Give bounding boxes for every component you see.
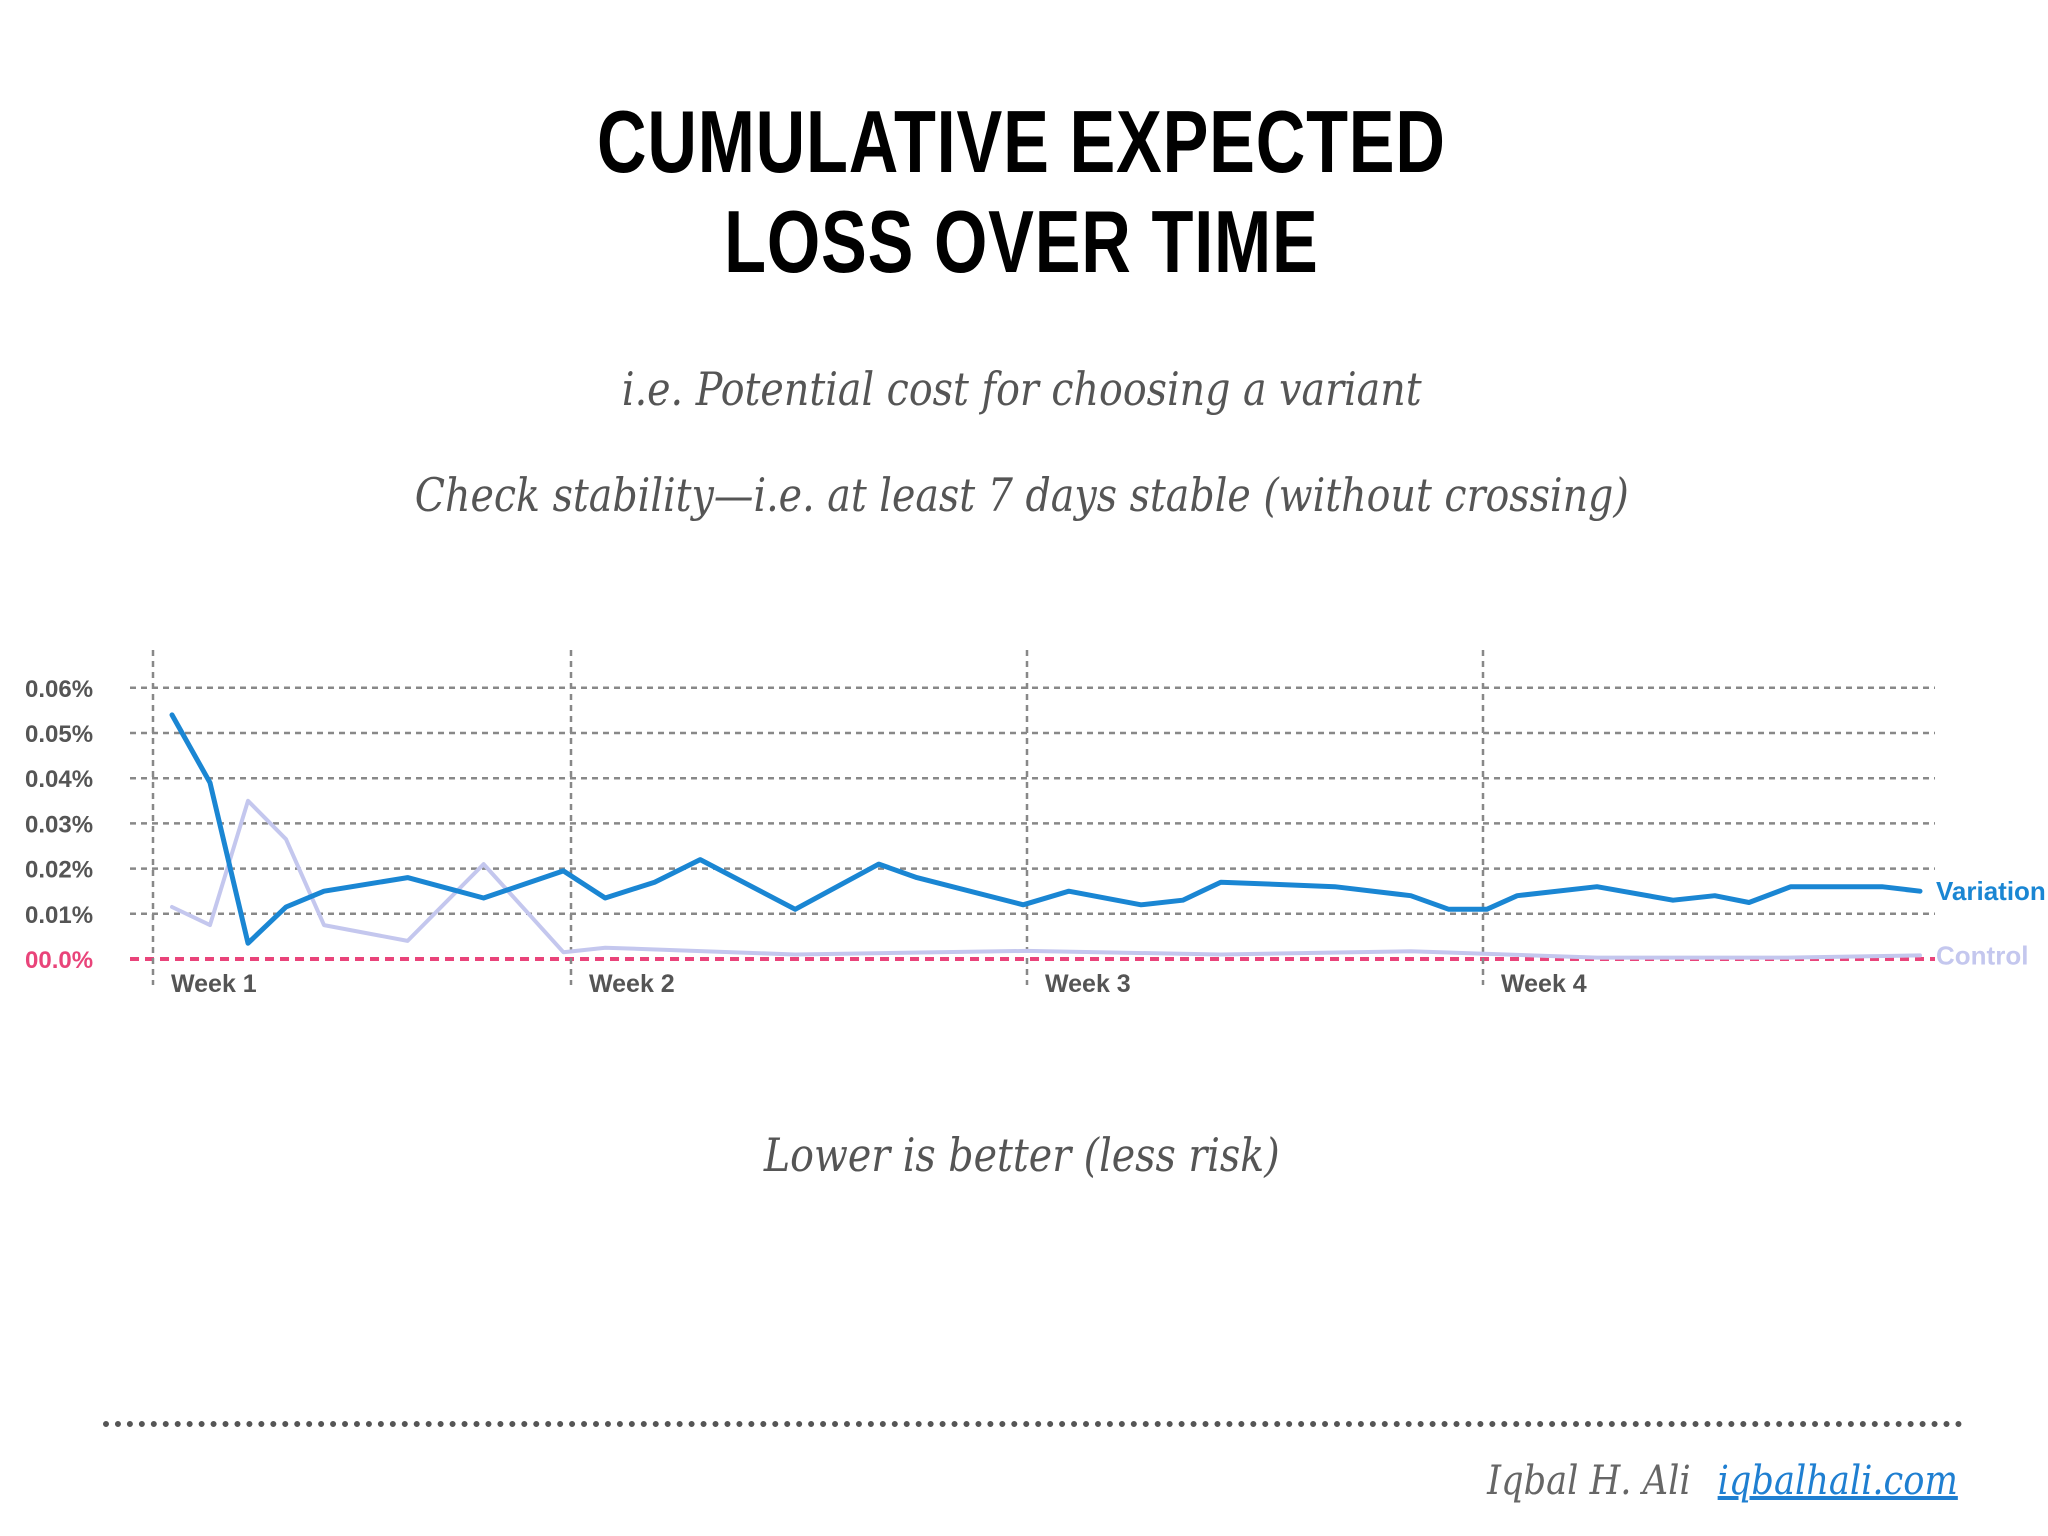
- y-tick-label: 00.0%: [25, 947, 93, 974]
- y-tick-label: 0.04%: [25, 766, 93, 793]
- subtitle-potential-cost: i.e. Potential cost for choosing a varia…: [621, 362, 1422, 416]
- control-line: [170, 798, 1922, 960]
- week-label: Week 4: [1501, 970, 1587, 998]
- author-website-link[interactable]: iqbalhali.com: [1717, 1458, 1958, 1504]
- line-end-labels: Control Variation: [1936, 876, 2046, 970]
- week-label: Week 2: [589, 970, 675, 998]
- y-tick-label: 0.06%: [25, 676, 93, 703]
- title-line-1: CUMULATIVE EXPECTED: [596, 92, 1446, 191]
- grid: [130, 686, 1935, 961]
- y-tick-label: 0.02%: [25, 857, 93, 884]
- series: [169, 712, 1923, 960]
- y-axis-ticks: 0.06% 0.05% 0.04% 0.03% 0.02% 0.01% 00.0%: [25, 676, 93, 974]
- subtitle-check-stability: Check stability—i.e. at least 7 days sta…: [414, 468, 1629, 522]
- week-lines: Week 1 Week 2 Week 3 Week 4: [151, 650, 1587, 998]
- author-name: Iqbal H. Ali: [1487, 1458, 1691, 1504]
- expected-loss-chart: Week 1 Week 2 Week 3 Week 4 0.06% 0.05% 0.04%…: [25, 650, 2046, 998]
- footer: Iqbal H. Ali iqbalhali.com: [1487, 1458, 1958, 1504]
- variation-series-label: Variation: [1936, 876, 2046, 906]
- title-line-2: LOSS OVER TIME: [724, 192, 1319, 291]
- week-label: Week 3: [1045, 970, 1131, 998]
- footer-divider: [103, 1421, 1963, 1427]
- y-tick-label: 0.01%: [25, 902, 93, 929]
- control-series-label: Control: [1936, 940, 2028, 970]
- lower-is-better-note: Lower is better (less risk): [763, 1128, 1280, 1182]
- y-tick-label: 0.05%: [25, 721, 93, 748]
- variation-line: [169, 712, 1923, 946]
- week-label: Week 1: [171, 970, 257, 998]
- slide-title: CUMULATIVE EXPECTED LOSS OVER TIME: [223, 92, 1820, 292]
- y-tick-label: 0.03%: [25, 811, 93, 838]
